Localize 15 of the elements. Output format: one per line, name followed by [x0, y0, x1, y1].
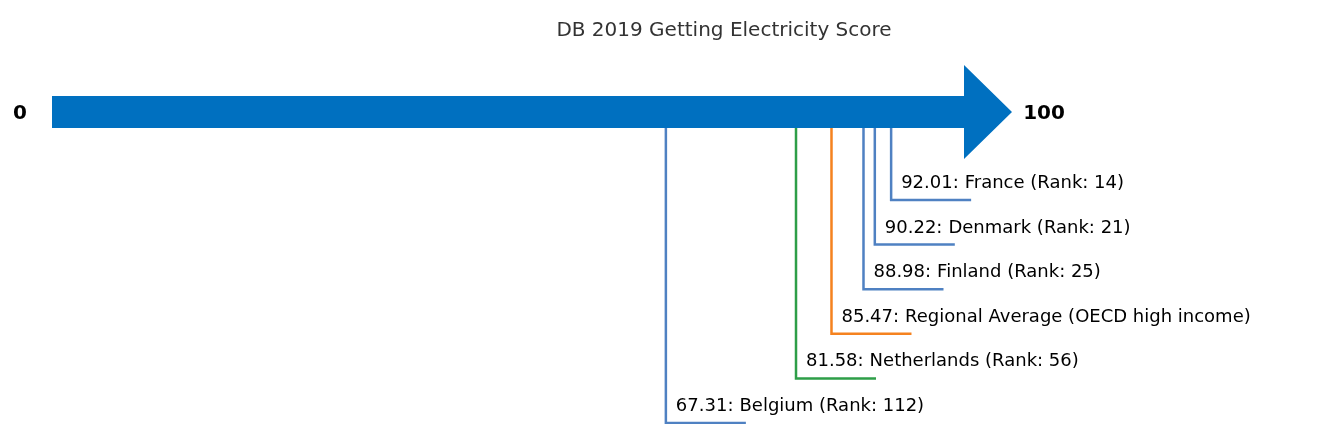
data-label: 90.22:	[884, 215, 943, 237]
category-label: Finland (Rank: 25)	[937, 260, 1101, 282]
category-label: Netherlands (Rank: 56)	[869, 349, 1079, 371]
category-label: Regional Average (OECD high income)	[905, 304, 1251, 326]
data-label: 85.47:	[841, 304, 900, 326]
data-label: 88.98:	[873, 260, 932, 282]
category-label: Denmark (Rank: 21)	[948, 215, 1131, 237]
text: DB 2019 Getting Electricity Score	[556, 17, 892, 41]
data-label: 81.58:	[806, 349, 864, 371]
text: 100	[1023, 100, 1065, 124]
category-label: France (Rank: 14)	[964, 171, 1125, 192]
data-label: 92.01:	[901, 171, 959, 192]
text: 0	[13, 100, 27, 124]
category-label: Belgium (Rank: 112)	[739, 394, 925, 415]
data-label: 67.31:	[675, 394, 734, 415]
